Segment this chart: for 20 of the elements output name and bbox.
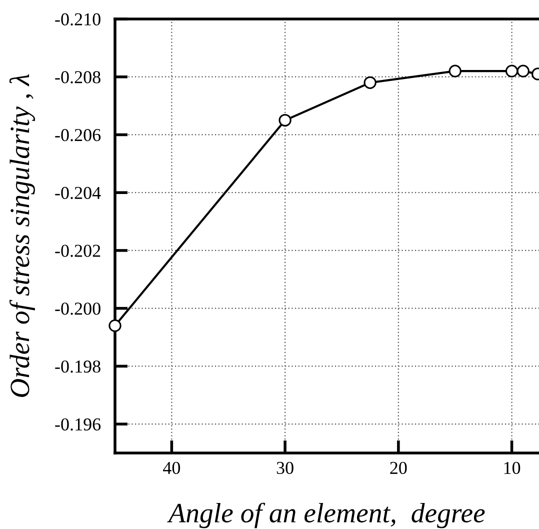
point — [278, 114, 292, 127]
y-tick-label: -0.208 — [55, 71, 100, 84]
y-tick-label: -0.198 — [55, 360, 100, 373]
y-tick-label: -0.196 — [55, 418, 101, 431]
y-tick-label: -0.206 — [55, 128, 101, 142]
y-tick-label: -0.204 — [55, 186, 101, 200]
x-tick-label: 30 — [276, 462, 294, 474]
y-tick-label: -0.210 — [55, 13, 100, 26]
point — [516, 64, 530, 78]
y-tick-label: -0.202 — [55, 244, 100, 257]
point — [448, 64, 462, 78]
x-tick-label: 20 — [390, 462, 407, 474]
y-tick-label: -0.200 — [55, 302, 100, 315]
x-tick-label: 10 — [504, 462, 520, 474]
point — [108, 319, 122, 332]
x-axis-title: Angle of an element, degree — [167, 502, 485, 528]
point — [364, 76, 376, 89]
point — [505, 64, 518, 78]
x-tick-label: 40 — [163, 462, 180, 474]
y-axis-title: Order of stress singularity , λ — [9, 74, 36, 397]
